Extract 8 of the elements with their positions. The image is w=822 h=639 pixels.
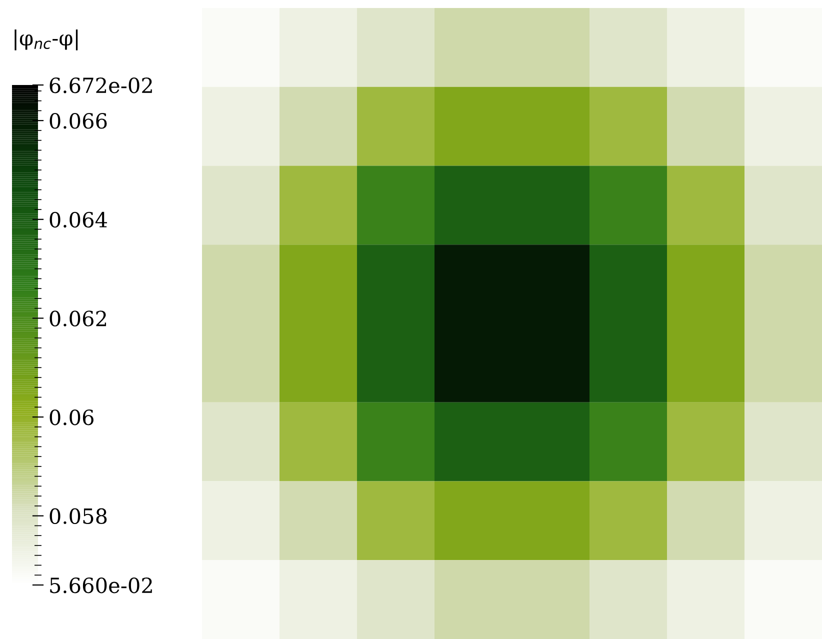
color-bar-label: 5.660e-02 [50,577,152,594]
color-bar-label: 0.064 [50,212,108,228]
color-bar-label: 6.672e-02 [50,77,152,94]
color-bar-title: |φ$_{nc}$-φ| [14,29,78,50]
color-bar-label: 0.06 [50,409,94,426]
color-bar-label: 0.058 [50,508,107,524]
color-bar-label: 0.066 [50,113,107,129]
color-bar-label: 0.062 [50,310,106,326]
